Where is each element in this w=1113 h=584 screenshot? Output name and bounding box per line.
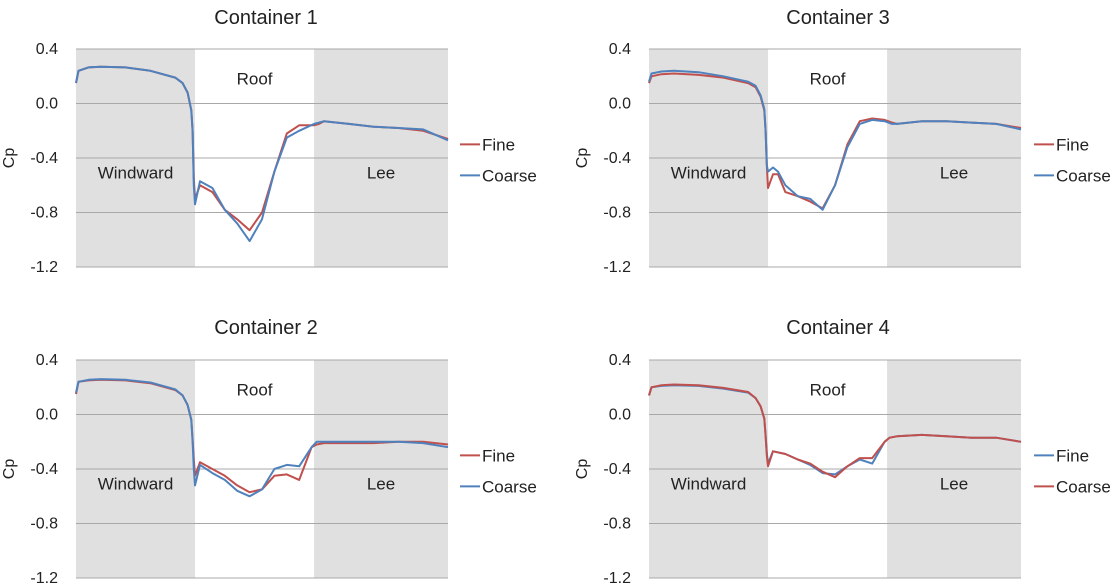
y-tick-label: 0.0 bbox=[36, 96, 58, 113]
region-label-windward: Windward bbox=[98, 163, 174, 182]
legend-label-coarse: Coarse bbox=[482, 477, 537, 496]
series-line-coarse bbox=[648, 383, 1022, 479]
region-label-roof: Roof bbox=[237, 69, 273, 88]
y-tick-label: -0.4 bbox=[30, 461, 58, 478]
y-tick-label: -1.2 bbox=[30, 259, 58, 276]
y-tick-label: -1.2 bbox=[603, 570, 631, 584]
y-tick-label: 0.4 bbox=[609, 41, 631, 58]
region-label-lee: Lee bbox=[367, 474, 395, 493]
y-tick-label: 0.4 bbox=[36, 352, 58, 369]
legend-label-fine: Fine bbox=[1056, 135, 1089, 154]
series-line-coarse bbox=[75, 378, 449, 498]
y-tick-label: -0.8 bbox=[30, 205, 58, 222]
region-label-roof: Roof bbox=[810, 69, 846, 88]
legend-label-fine: Fine bbox=[482, 446, 515, 465]
legend-label-coarse: Coarse bbox=[1056, 166, 1111, 185]
chart-panel-4: 0.4 0.0 -0.4 -0.8 -1.2 Container 4 Cp Windward R… bbox=[574, 317, 1111, 584]
y-tick-label: -1.2 bbox=[603, 259, 631, 276]
y-axis-label: Cp bbox=[1, 459, 18, 480]
y-tick-label: 0.4 bbox=[36, 41, 58, 58]
region-label-windward: Windward bbox=[671, 474, 747, 493]
y-tick-label: 0.0 bbox=[609, 407, 631, 424]
series-line-coarse bbox=[75, 65, 449, 243]
chart-panel-2: 0.4 0.0 -0.4 -0.8 -1.2 Container 3 Cp Windward R… bbox=[574, 7, 1111, 276]
region-label-roof: Roof bbox=[237, 380, 273, 399]
legend-label-fine: Fine bbox=[482, 135, 515, 154]
chart-title: Container 3 bbox=[786, 7, 889, 29]
region-label-windward: Windward bbox=[98, 474, 174, 493]
y-axis-label: Cp bbox=[1, 148, 18, 169]
legend-label-fine: Fine bbox=[1056, 446, 1089, 465]
legend-label-coarse: Coarse bbox=[482, 166, 537, 185]
series-line-coarse bbox=[648, 69, 1022, 211]
y-axis-label: Cp bbox=[574, 459, 591, 480]
chart-title: Container 2 bbox=[214, 317, 317, 339]
y-axis-label: Cp bbox=[574, 148, 591, 169]
chart-title: Container 1 bbox=[214, 7, 317, 29]
y-tick-label: -0.8 bbox=[603, 516, 631, 533]
chart-panel-3: 0.4 0.0 -0.4 -0.8 -1.2 Container 2 Cp Windward R… bbox=[1, 317, 537, 584]
region-label-lee: Lee bbox=[940, 474, 968, 493]
y-tick-label: -0.4 bbox=[603, 150, 631, 167]
chart-title: Container 4 bbox=[786, 317, 889, 339]
region-label-windward: Windward bbox=[671, 163, 747, 182]
y-tick-label: -1.2 bbox=[30, 570, 58, 584]
y-tick-label: 0.0 bbox=[609, 96, 631, 113]
chart-panel-1: 0.4 0.0 -0.4 -0.8 -1.2 Container 1 Cp Windward R… bbox=[1, 7, 537, 276]
legend-label-coarse: Coarse bbox=[1056, 477, 1111, 496]
y-tick-label: -0.4 bbox=[30, 150, 58, 167]
region-label-lee: Lee bbox=[940, 163, 968, 182]
region-label-roof: Roof bbox=[810, 380, 846, 399]
y-tick-label: -0.8 bbox=[30, 516, 58, 533]
region-label-lee: Lee bbox=[367, 163, 395, 182]
y-tick-label: -0.4 bbox=[603, 461, 631, 478]
y-tick-label: 0.4 bbox=[609, 352, 631, 369]
y-tick-label: -0.8 bbox=[603, 205, 631, 222]
y-tick-label: 0.0 bbox=[36, 407, 58, 424]
